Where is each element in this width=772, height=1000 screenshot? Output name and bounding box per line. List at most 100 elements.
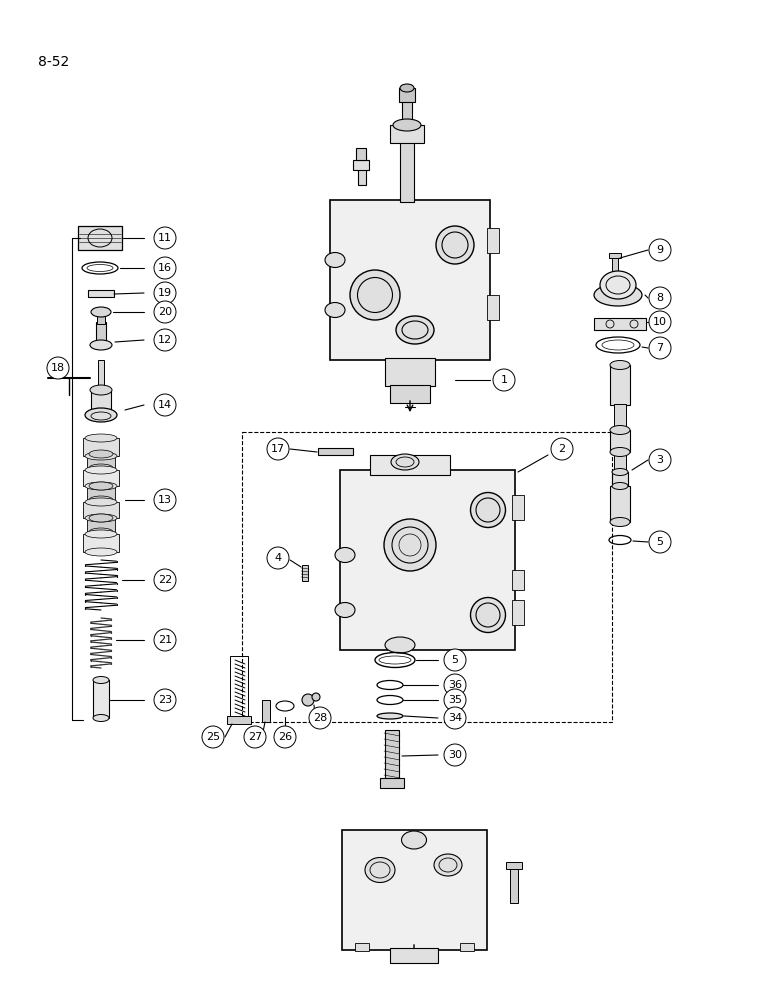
- Bar: [512, 570, 524, 590]
- Ellipse shape: [612, 483, 628, 489]
- Circle shape: [312, 693, 320, 701]
- Bar: [400, 140, 414, 202]
- Circle shape: [274, 726, 296, 748]
- Text: 3: 3: [656, 455, 663, 465]
- Bar: [87, 486, 115, 500]
- Ellipse shape: [401, 831, 426, 849]
- Bar: [594, 318, 646, 330]
- Bar: [610, 365, 630, 405]
- Text: 9: 9: [656, 245, 664, 255]
- Bar: [390, 385, 430, 403]
- Circle shape: [202, 726, 224, 748]
- Text: 25: 25: [206, 732, 220, 742]
- Ellipse shape: [85, 498, 117, 506]
- Ellipse shape: [89, 514, 113, 522]
- Ellipse shape: [85, 452, 117, 460]
- Circle shape: [444, 674, 466, 696]
- Text: 12: 12: [158, 335, 172, 345]
- Bar: [610, 430, 630, 452]
- Ellipse shape: [89, 496, 113, 504]
- Ellipse shape: [85, 482, 117, 490]
- Text: 5: 5: [452, 655, 459, 665]
- Text: 18: 18: [51, 363, 65, 373]
- Ellipse shape: [470, 492, 506, 528]
- Text: 10: 10: [653, 317, 667, 327]
- Circle shape: [649, 239, 671, 261]
- Bar: [83, 534, 119, 552]
- Bar: [506, 862, 522, 869]
- Circle shape: [244, 726, 266, 748]
- Ellipse shape: [93, 676, 109, 684]
- Bar: [98, 360, 104, 392]
- Circle shape: [444, 689, 466, 711]
- Bar: [262, 700, 270, 722]
- Bar: [402, 100, 412, 128]
- Text: 21: 21: [158, 635, 172, 645]
- Text: 36: 36: [448, 680, 462, 690]
- Text: 17: 17: [271, 444, 285, 454]
- Text: 7: 7: [656, 343, 664, 353]
- Ellipse shape: [85, 434, 117, 442]
- Ellipse shape: [350, 270, 400, 320]
- Bar: [93, 680, 109, 718]
- Bar: [510, 865, 518, 903]
- Ellipse shape: [470, 597, 506, 633]
- Bar: [302, 565, 308, 581]
- Ellipse shape: [436, 226, 474, 264]
- Bar: [342, 830, 487, 950]
- Bar: [370, 455, 450, 475]
- Bar: [83, 502, 119, 518]
- Circle shape: [267, 438, 289, 460]
- Ellipse shape: [385, 637, 415, 653]
- Circle shape: [444, 649, 466, 671]
- Bar: [614, 452, 626, 474]
- Ellipse shape: [91, 307, 111, 317]
- Text: 5: 5: [656, 537, 663, 547]
- Ellipse shape: [89, 482, 113, 490]
- Bar: [356, 148, 366, 160]
- Text: 13: 13: [158, 495, 172, 505]
- Ellipse shape: [90, 340, 112, 350]
- Bar: [460, 943, 474, 951]
- Circle shape: [551, 438, 573, 460]
- Circle shape: [444, 744, 466, 766]
- Ellipse shape: [610, 448, 630, 456]
- Bar: [353, 160, 369, 170]
- Ellipse shape: [85, 466, 117, 474]
- Text: 26: 26: [278, 732, 292, 742]
- Ellipse shape: [391, 454, 419, 470]
- Bar: [330, 200, 490, 360]
- Bar: [612, 256, 618, 274]
- Circle shape: [444, 707, 466, 729]
- Ellipse shape: [610, 518, 630, 526]
- Text: 23: 23: [158, 695, 172, 705]
- Bar: [97, 316, 105, 324]
- Bar: [242, 432, 612, 722]
- Ellipse shape: [610, 360, 630, 369]
- Ellipse shape: [90, 385, 112, 395]
- Bar: [227, 716, 251, 724]
- Circle shape: [154, 227, 176, 249]
- Ellipse shape: [89, 450, 113, 458]
- Bar: [610, 486, 630, 522]
- Ellipse shape: [400, 84, 414, 92]
- Circle shape: [493, 369, 515, 391]
- Text: 22: 22: [158, 575, 172, 585]
- Circle shape: [154, 569, 176, 591]
- Circle shape: [154, 689, 176, 711]
- Text: 16: 16: [158, 263, 172, 273]
- Bar: [83, 470, 119, 486]
- Ellipse shape: [89, 464, 113, 472]
- Circle shape: [649, 287, 671, 309]
- Bar: [385, 730, 399, 780]
- Bar: [87, 518, 115, 532]
- Ellipse shape: [396, 316, 434, 344]
- Bar: [91, 390, 111, 418]
- Bar: [88, 290, 114, 297]
- Ellipse shape: [335, 548, 355, 562]
- Text: 35: 35: [448, 695, 462, 705]
- Ellipse shape: [325, 302, 345, 318]
- Text: 1: 1: [500, 375, 507, 385]
- Circle shape: [154, 329, 176, 351]
- Ellipse shape: [434, 854, 462, 876]
